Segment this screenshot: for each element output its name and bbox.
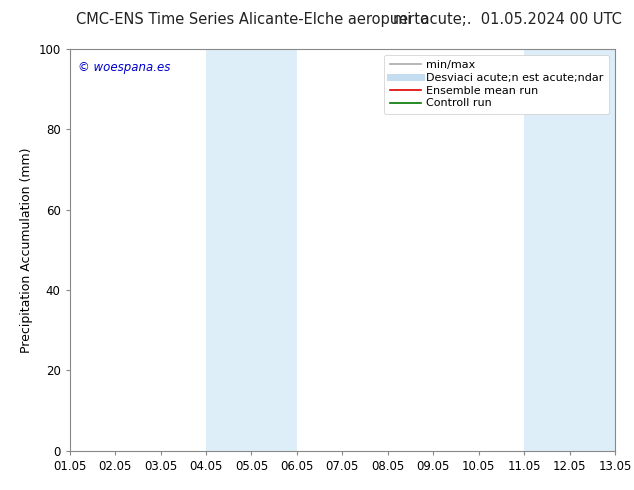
Y-axis label: Precipitation Accumulation (mm): Precipitation Accumulation (mm)	[20, 147, 33, 353]
Text: © woespana.es: © woespana.es	[78, 61, 171, 74]
Bar	[524, 49, 615, 451]
Text: CMC-ENS Time Series Alicante-Elche aeropuerto: CMC-ENS Time Series Alicante-Elche aerop…	[76, 12, 429, 27]
Text: mi  acute;.  01.05.2024 00 UTC: mi acute;. 01.05.2024 00 UTC	[393, 12, 622, 27]
Bar	[206, 49, 297, 451]
Legend: min/max, Desviaci acute;n est acute;ndar, Ensemble mean run, Controll run: min/max, Desviaci acute;n est acute;ndar…	[384, 54, 609, 114]
